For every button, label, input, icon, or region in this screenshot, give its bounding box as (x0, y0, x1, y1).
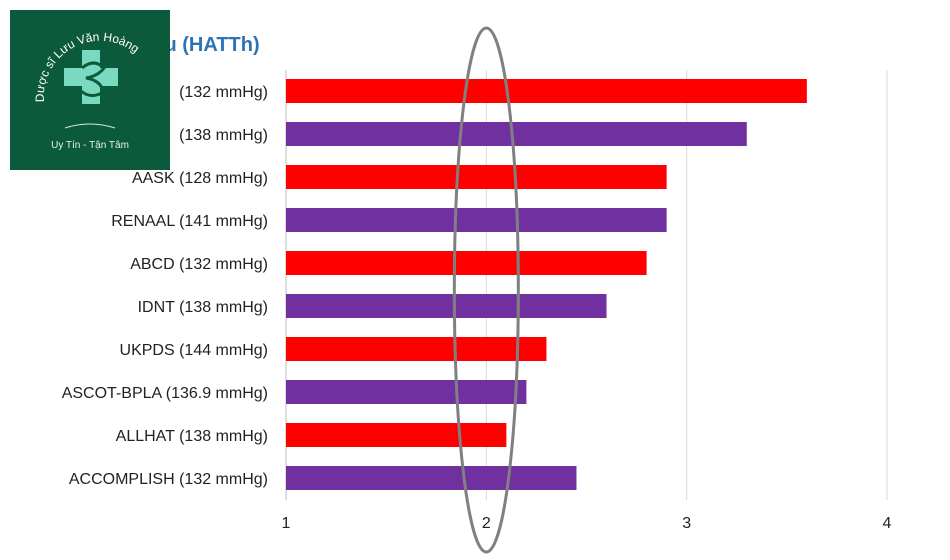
pharmacy-cross-icon: Dược sĩ Lưu Văn Hoàng (33, 30, 142, 129)
category-label: ACCOMPLISH (132 mmHg) (69, 471, 268, 488)
x-tick-label: 3 (682, 515, 691, 532)
bar (286, 79, 807, 103)
x-tick-label: 1 (282, 515, 291, 532)
bar (286, 423, 507, 447)
category-label: (132 mmHg) (179, 84, 268, 101)
category-label: ASCOT-BPLA (136.9 mmHg) (62, 385, 268, 402)
logo-slogan: Uy Tín - Tận Tâm (51, 140, 129, 151)
chart-title: ưu (HATTh) (150, 34, 260, 56)
x-tick-label: 2 (482, 515, 491, 532)
bar (286, 165, 667, 189)
x-tick-label: 4 (883, 515, 892, 532)
category-label: ABCD (132 mmHg) (130, 256, 268, 273)
bar (286, 251, 647, 275)
category-label: RENAAL (141 mmHg) (111, 213, 268, 230)
bar (286, 466, 577, 490)
bar (286, 208, 667, 232)
highlight-ellipse (452, 26, 520, 554)
category-label: ALLHAT (138 mmHg) (116, 428, 268, 445)
bar (286, 294, 607, 318)
bar (286, 337, 547, 361)
bar (286, 380, 527, 404)
brand-logo: Dược sĩ Lưu Văn Hoàng Uy Tín - Tận Tâm (10, 10, 170, 170)
category-label: AASK (128 mmHg) (132, 170, 268, 187)
category-label: (138 mmHg) (179, 127, 268, 144)
bar (286, 122, 747, 146)
category-label: IDNT (138 mmHg) (138, 299, 268, 316)
category-label: UKPDS (144 mmHg) (120, 342, 268, 359)
